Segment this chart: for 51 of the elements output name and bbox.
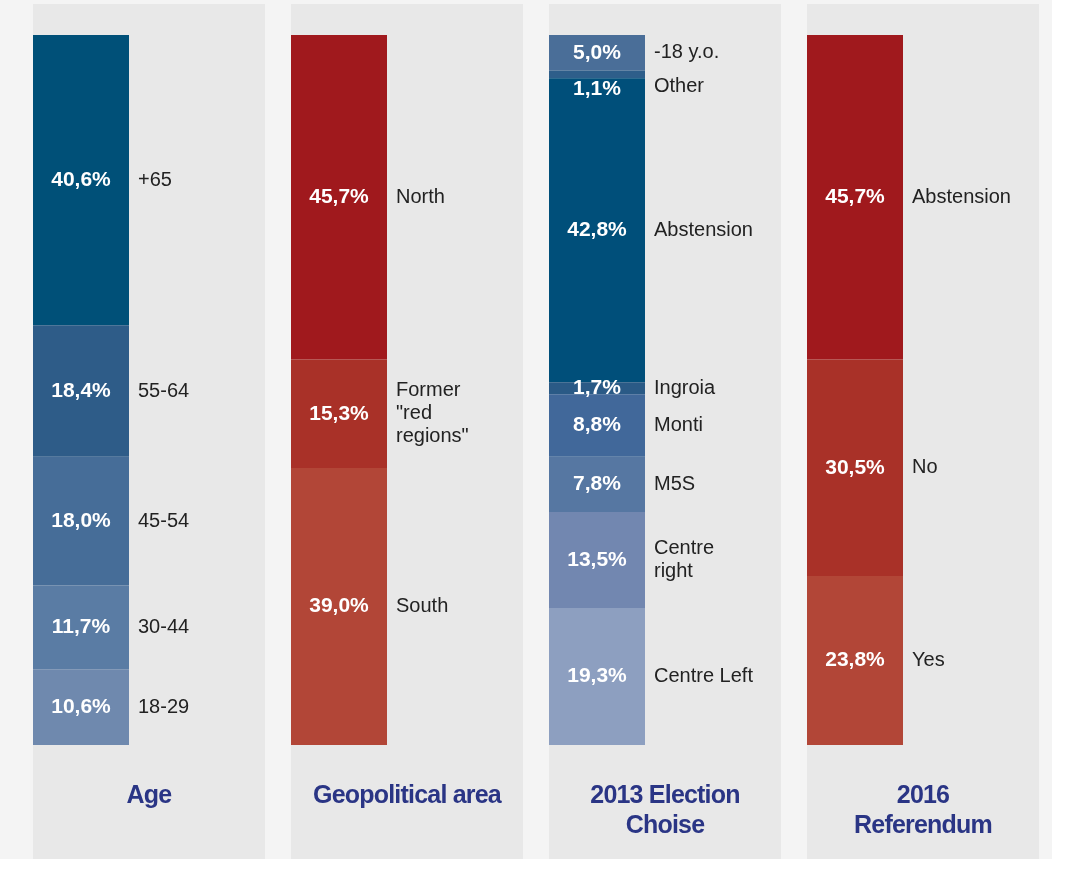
data-label: 40,6%	[51, 166, 112, 190]
data-label: 8,8%	[573, 412, 622, 436]
data-label: 39,0%	[309, 593, 370, 617]
data-label: 13,5%	[567, 546, 628, 570]
data-label: 30,5%	[825, 454, 886, 478]
series-label: Other	[654, 74, 705, 97]
series-label: 55-64	[138, 378, 190, 401]
bar	[33, 669, 129, 745]
series-label: 30-44	[138, 614, 190, 637]
series-label: Former "red regions"	[396, 378, 469, 447]
data-label: 1,1%	[573, 75, 622, 99]
data-label: 23,8%	[825, 647, 886, 671]
data-label: 19,3%	[567, 663, 628, 687]
series-label: South	[396, 594, 449, 617]
data-label: 5,0%	[573, 39, 622, 63]
bar	[549, 512, 645, 608]
series-label: 45-54	[138, 508, 190, 531]
bar	[33, 35, 129, 326]
data-label: 45,7%	[309, 184, 370, 208]
series-label: Centre right	[654, 536, 715, 582]
bar	[33, 585, 129, 670]
series-label: +65	[138, 167, 172, 190]
data-label: 42,8%	[567, 217, 628, 241]
series-label: Centre Left	[654, 664, 754, 686]
series-label: -18 y.o.	[654, 40, 720, 63]
series-label: Ingroia	[654, 375, 717, 398]
text: 2016 Referendum	[853, 779, 993, 840]
bar	[33, 325, 129, 457]
bar	[549, 70, 645, 79]
data-label: 7,8%	[573, 471, 622, 495]
bar	[549, 607, 645, 745]
text: Age	[125, 779, 173, 810]
data-label: 45,7%	[825, 184, 886, 208]
series-label: North	[396, 184, 445, 207]
data-label: 18,0%	[51, 508, 112, 531]
text: Geopolitical area	[312, 779, 502, 810]
bar	[549, 456, 645, 513]
data-label: 1,7%	[573, 375, 622, 399]
series-label: 18-29	[138, 694, 190, 717]
data-label: 18,4%	[51, 377, 112, 401]
text: 2013 Election Choise	[589, 779, 741, 840]
series-label: Abstension	[912, 184, 1011, 207]
series-label: Yes	[912, 648, 945, 671]
series-label: Monti	[654, 413, 703, 436]
series-label: M5S	[654, 471, 696, 494]
data-label: 15,3%	[309, 400, 370, 424]
series-label: Abstension	[654, 217, 753, 240]
series-label: No	[912, 455, 938, 478]
data-label: 10,6%	[51, 693, 112, 717]
bar	[33, 456, 129, 586]
data-label: 11,7%	[51, 614, 111, 638]
